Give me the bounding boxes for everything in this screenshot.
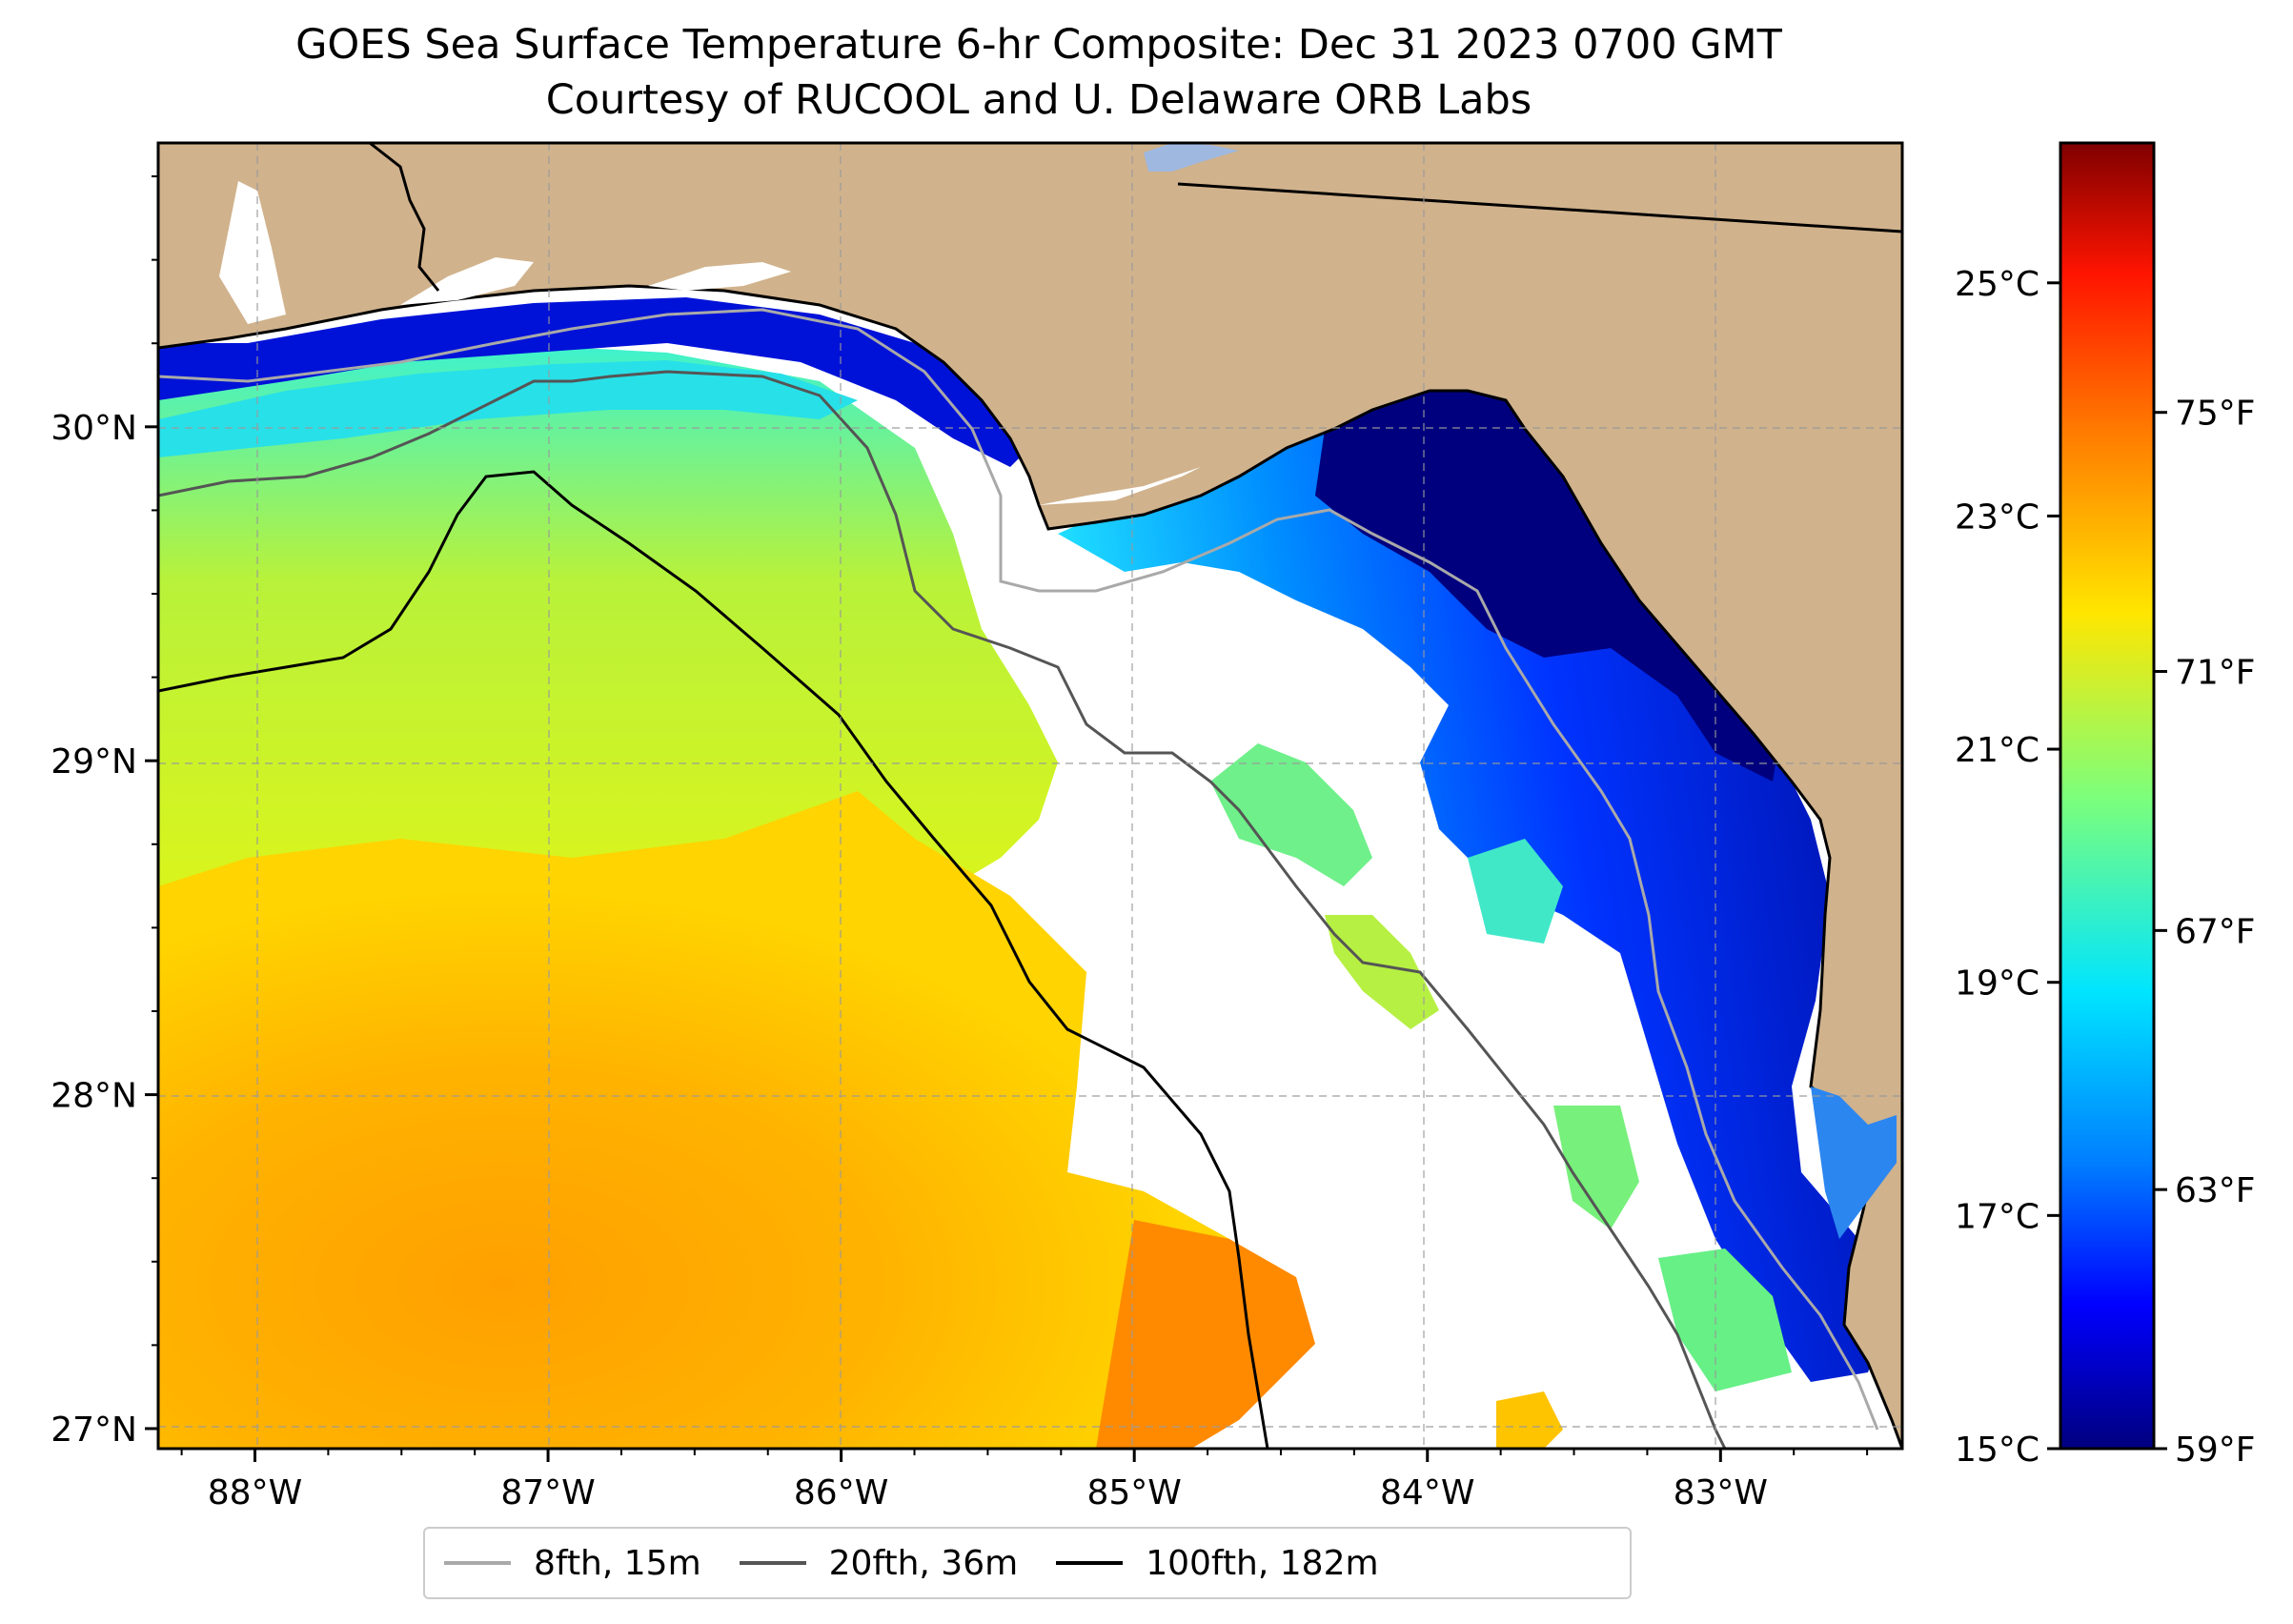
contour-20fth bbox=[158, 370, 1727, 1449]
legend-line-8fth bbox=[444, 1561, 511, 1565]
contour-legend: 8fth, 15m 20fth, 36m 100fth, 182m bbox=[423, 1527, 1632, 1599]
state-boundary-al bbox=[369, 143, 440, 292]
y-tick-label-0: 30°N bbox=[51, 409, 137, 448]
sst-warm-core bbox=[158, 791, 1306, 1449]
legend-label-8fth: 8fth, 15m bbox=[534, 1543, 701, 1583]
cbar-f-label-3: 71°F bbox=[2175, 654, 2256, 693]
x-axis: 88°W 87°W 86°W 85°W 84°W 83°W bbox=[180, 1449, 1869, 1512]
cbar-f-label-4: 75°F bbox=[2175, 395, 2256, 434]
contour-8fth bbox=[158, 308, 1879, 1431]
map-title: GOES Sea Surface Temperature 6-hr Compos… bbox=[295, 21, 1782, 69]
sst-green-patch-1 bbox=[1210, 743, 1372, 886]
x-tick-label-1: 87°W bbox=[500, 1473, 595, 1512]
x-tick-label-5: 83°W bbox=[1674, 1473, 1768, 1512]
cbar-c-label-4: 23°C bbox=[1955, 497, 2039, 537]
sst-eastern-cold-field bbox=[1058, 355, 1887, 1382]
cbar-f-label-1: 63°F bbox=[2175, 1171, 2256, 1210]
y-tick-label-2: 28°N bbox=[51, 1077, 137, 1116]
cbar-c-label-1: 17°C bbox=[1955, 1197, 2039, 1236]
x-tick-label-0: 88°W bbox=[208, 1473, 302, 1512]
sst-nearshore-cyan bbox=[158, 360, 858, 457]
y-axis: 30°N 29°N 28°N 27°N bbox=[51, 175, 158, 1450]
lat-lon-grid bbox=[158, 143, 1902, 1449]
sst-green-patch-2 bbox=[1325, 915, 1439, 1029]
sst-yellow-patch bbox=[1496, 1391, 1563, 1449]
x-tick-label-4: 84°W bbox=[1380, 1473, 1474, 1512]
legend-label-20fth: 20fth, 36m bbox=[828, 1543, 1019, 1583]
cbar-c-label-2: 19°C bbox=[1955, 964, 2039, 1004]
y-tick-label-3: 27°N bbox=[51, 1411, 137, 1450]
map-subtitle: Courtesy of RUCOOL and U. Delaware ORB L… bbox=[545, 76, 1532, 124]
map-frame bbox=[156, 141, 1904, 1451]
choctawhatchee-bay bbox=[648, 262, 791, 291]
cbar-f-label-2: 67°F bbox=[2175, 912, 2256, 951]
tampa-bay bbox=[1811, 1086, 1897, 1239]
x-tick-label-2: 86°W bbox=[794, 1473, 888, 1512]
colorbar bbox=[2059, 141, 2156, 1451]
sst-cyan-patch bbox=[1468, 839, 1563, 944]
sst-green-patch-4 bbox=[1658, 1248, 1792, 1391]
lake-seminole bbox=[1144, 143, 1239, 172]
sst-nearshore-cold-band bbox=[158, 297, 1029, 467]
map-panel bbox=[158, 143, 1902, 1449]
colorbar-celsius-axis: 15°C 17°C 19°C 21°C 23°C 25°C bbox=[1955, 265, 2060, 1470]
pensacola-bay bbox=[400, 257, 534, 305]
cbar-c-label-0: 15°C bbox=[1955, 1431, 2039, 1470]
sst-eastern-deepcold bbox=[1315, 362, 1782, 782]
colorbar-fahrenheit-axis: 59°F 63°F 67°F 71°F 75°F bbox=[2154, 395, 2256, 1470]
mobile-bay-inlet bbox=[219, 181, 286, 324]
cbar-f-label-0: 59°F bbox=[2175, 1431, 2256, 1470]
legend-item-20fth: 20fth, 36m bbox=[739, 1543, 1019, 1583]
sst-green-patch-3 bbox=[1553, 1106, 1639, 1229]
legend-label-100fth: 100fth, 182m bbox=[1146, 1543, 1379, 1583]
x-tick-label-3: 85°W bbox=[1086, 1473, 1181, 1512]
state-boundary bbox=[1177, 182, 1902, 233]
y-tick-label-1: 29°N bbox=[51, 742, 137, 782]
legend-item-8fth: 8fth, 15m bbox=[444, 1544, 701, 1583]
legend-line-20fth bbox=[739, 1561, 806, 1565]
contour-100fth bbox=[158, 470, 1269, 1449]
legend-item-100fth: 100fth, 182m bbox=[1056, 1543, 1379, 1583]
sst-orange-east bbox=[1096, 1220, 1315, 1449]
cbar-c-label-5: 25°C bbox=[1955, 265, 2039, 304]
legend-line-100fth bbox=[1056, 1561, 1124, 1565]
cbar-c-label-3: 21°C bbox=[1955, 731, 2039, 770]
